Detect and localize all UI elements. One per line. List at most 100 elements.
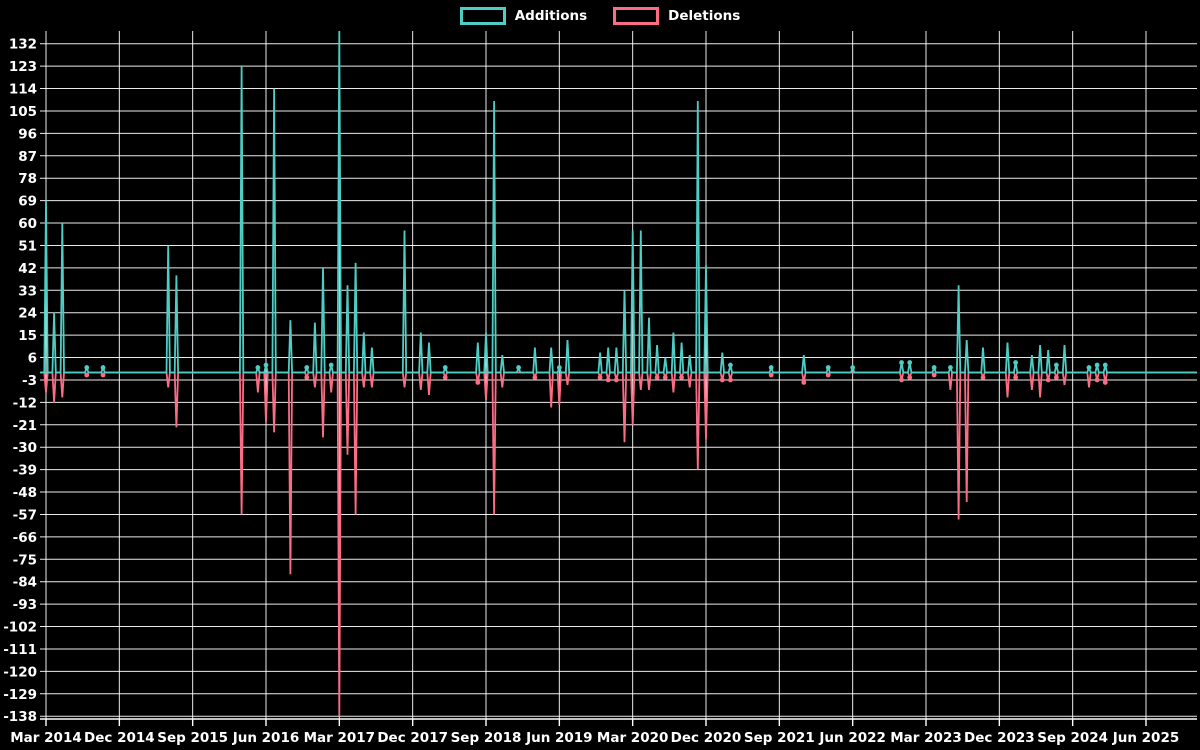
x-tick-label: Jun 2025 <box>1112 730 1180 746</box>
deletions-marker <box>980 375 986 380</box>
additions-marker <box>1013 360 1019 365</box>
y-tick-label: 114 <box>9 82 37 98</box>
additions-marker <box>304 365 310 370</box>
deletions-marker <box>907 375 913 380</box>
y-tick-label: -111 <box>3 642 37 658</box>
y-tick-label: 105 <box>9 104 37 120</box>
deletions-marker <box>100 372 106 378</box>
y-tick-label: -120 <box>3 664 37 680</box>
legend-label-deletions: Deletions <box>668 8 741 24</box>
additions-marker <box>931 365 937 370</box>
deletions-marker <box>801 380 807 385</box>
additions-marker <box>850 365 856 370</box>
y-tick-label: 60 <box>18 216 37 232</box>
y-tick-label: 87 <box>18 149 37 165</box>
x-tick-label: Mar 2014 <box>10 730 81 746</box>
y-tick-label: -21 <box>13 418 37 434</box>
y-tick-label: 33 <box>18 283 37 299</box>
y-tick-label: -39 <box>13 463 37 479</box>
deletions-marker <box>728 377 733 383</box>
additions-marker <box>328 362 334 368</box>
y-tick-label: -93 <box>13 597 37 613</box>
x-tick-label: Jun 2019 <box>525 730 593 746</box>
x-tick-label: Dec 2017 <box>377 730 448 746</box>
y-tick-label: 78 <box>18 171 37 187</box>
y-tick-label: 132 <box>9 37 37 53</box>
x-tick-label: Dec 2014 <box>84 730 155 746</box>
y-tick-label: 24 <box>18 306 37 322</box>
deletions-marker <box>597 375 603 380</box>
additions-marker <box>907 360 913 365</box>
deletions-marker <box>1013 375 1019 380</box>
y-tick-label: -66 <box>13 530 37 546</box>
additions-marker <box>516 365 521 370</box>
y-tick-label: -138 <box>3 709 37 725</box>
x-tick-label: Jun 2016 <box>232 730 300 746</box>
y-tick-label: -30 <box>13 440 37 456</box>
deletions-marker <box>605 377 611 383</box>
deletions-marker <box>84 372 90 378</box>
additions-marker <box>1086 365 1092 370</box>
deletions-marker <box>825 372 831 378</box>
deletions-marker <box>1045 377 1051 383</box>
x-tick-label: Sep 2024 <box>1037 730 1108 746</box>
deletions-marker <box>475 380 481 385</box>
deletions-marker <box>1102 380 1108 385</box>
deletions-marker <box>931 372 937 378</box>
deletions-marker <box>899 377 904 383</box>
y-tick-label: 123 <box>9 59 37 75</box>
additions-marker <box>899 360 904 365</box>
y-tick-label: -3 <box>22 373 37 389</box>
x-tick-label: Mar 2020 <box>597 730 668 746</box>
additions-swatch-icon <box>459 7 506 25</box>
additions-marker <box>1094 362 1100 368</box>
deletions-marker <box>768 372 774 378</box>
deletions-line <box>40 371 1197 717</box>
additions-marker <box>1102 362 1108 368</box>
additions-marker <box>84 365 90 370</box>
legend-item-additions[interactable]: Additions <box>459 7 588 25</box>
deletions-marker <box>662 375 668 380</box>
additions-marker <box>556 365 562 370</box>
additions-marker <box>100 365 106 370</box>
legend-label-additions: Additions <box>514 8 588 24</box>
x-tick-label: Jun 2022 <box>818 730 886 746</box>
y-tick-label: -48 <box>13 485 37 501</box>
additions-line <box>40 30 1197 374</box>
additions-marker <box>263 362 269 368</box>
y-tick-label: 51 <box>18 238 37 254</box>
x-tick-label: Sep 2021 <box>744 730 815 746</box>
y-tick-label: -75 <box>13 552 37 568</box>
y-tick-label: 6 <box>28 351 37 367</box>
additions-marker <box>825 365 831 370</box>
x-tick-label: Dec 2023 <box>964 730 1035 746</box>
additions-marker <box>948 365 953 370</box>
y-tick-label: -12 <box>13 395 37 411</box>
y-tick-label: 15 <box>18 328 37 344</box>
deletions-marker <box>719 377 725 383</box>
additions-marker <box>1053 362 1059 368</box>
x-tick-label: Sep 2015 <box>157 730 228 746</box>
y-tick-label: 96 <box>18 126 37 142</box>
y-tick-label: 69 <box>18 194 37 210</box>
deletions-marker <box>654 375 660 380</box>
y-tick-label: -84 <box>13 575 37 591</box>
deletions-marker <box>304 375 310 380</box>
chart-legend: Additions Deletions <box>0 7 1200 25</box>
additions-marker <box>768 365 774 370</box>
additions-marker <box>442 365 448 370</box>
deletions-marker <box>442 375 448 380</box>
deletions-marker <box>613 377 619 383</box>
y-tick-label: -129 <box>3 687 37 703</box>
deletions-marker <box>1053 375 1059 380</box>
y-tick-label: 42 <box>18 261 37 277</box>
x-tick-label: Sep 2018 <box>451 730 522 746</box>
legend-item-deletions[interactable]: Deletions <box>613 7 740 25</box>
x-tick-label: Dec 2020 <box>671 730 742 746</box>
x-tick-label: Mar 2023 <box>890 730 961 746</box>
y-tick-label: -57 <box>13 507 37 523</box>
deletions-marker <box>532 375 538 380</box>
deletions-swatch-icon <box>613 7 660 25</box>
